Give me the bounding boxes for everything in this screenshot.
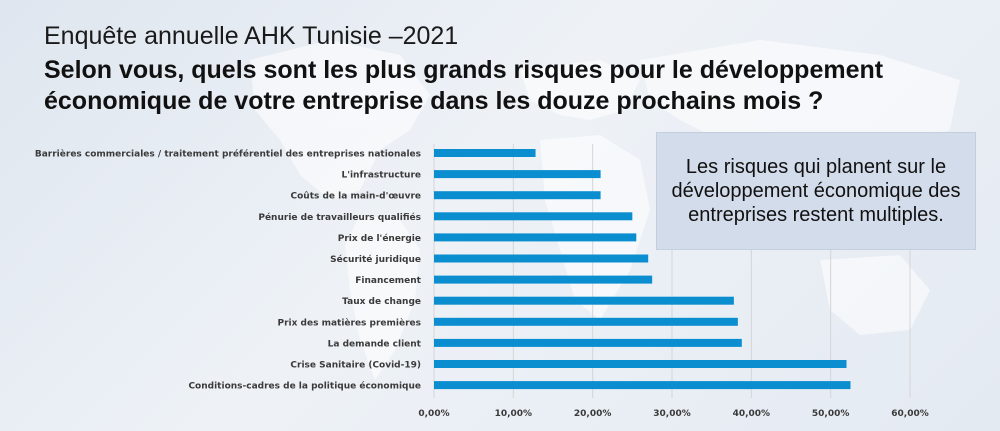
bar bbox=[434, 338, 742, 347]
x-tick-label: 0,00% bbox=[418, 409, 449, 419]
x-tick-label: 20,00% bbox=[574, 409, 612, 419]
bars bbox=[434, 149, 851, 390]
category-label: La demande client bbox=[328, 339, 422, 349]
bar bbox=[434, 149, 536, 157]
callout-text: Les risques qui planent sur le développe… bbox=[671, 156, 961, 226]
category-label: Pénurie de travailleurs qualifiés bbox=[258, 212, 421, 223]
bar bbox=[434, 233, 637, 242]
x-tick-label: 10,00% bbox=[495, 409, 533, 419]
category-label: Prix de l'énergie bbox=[338, 233, 421, 244]
x-tick-label: 50,00% bbox=[812, 409, 850, 419]
x-tick-label: 30,00% bbox=[653, 409, 691, 419]
bar bbox=[434, 254, 649, 263]
bar bbox=[434, 170, 601, 179]
category-label: L'infrastructure bbox=[341, 171, 421, 181]
bar bbox=[434, 275, 653, 284]
category-label: Financement bbox=[355, 276, 421, 286]
category-label: Crise Sanitaire (Covid-19) bbox=[290, 361, 421, 371]
category-label: Conditions-cadres de la politique économ… bbox=[188, 381, 421, 392]
category-label: Sécurité juridique bbox=[330, 254, 421, 265]
x-tick-label: 60,00% bbox=[891, 409, 929, 419]
bar bbox=[434, 381, 851, 390]
category-labels: Barrières commerciales / traitement préf… bbox=[35, 149, 422, 392]
x-tick-label: 40,00% bbox=[733, 409, 771, 419]
survey-subtitle: Enquête annuelle AHK Tunisie –2021 bbox=[44, 22, 459, 50]
callout-box: Les risques qui planent sur le développe… bbox=[656, 132, 976, 250]
bar bbox=[434, 360, 847, 368]
bar bbox=[434, 212, 633, 221]
bar bbox=[434, 317, 738, 326]
category-label: Coûts de la main-d'œuvre bbox=[291, 192, 422, 202]
chart-question-title: Selon vous, quels sont les plus grands r… bbox=[44, 56, 884, 115]
risk-bar-chart: Barrières commerciales / traitement préf… bbox=[35, 144, 929, 419]
category-label: Prix des matières premières bbox=[277, 317, 421, 328]
bar bbox=[434, 191, 601, 200]
category-label: Taux de change bbox=[342, 297, 421, 307]
x-tick-labels: 0,00% 10,00% 20,00% 30,00% 40,00% 50,00% 60,00… bbox=[418, 409, 928, 419]
category-label: Barrières commerciales / traitement préf… bbox=[35, 149, 421, 160]
bar bbox=[434, 296, 734, 305]
